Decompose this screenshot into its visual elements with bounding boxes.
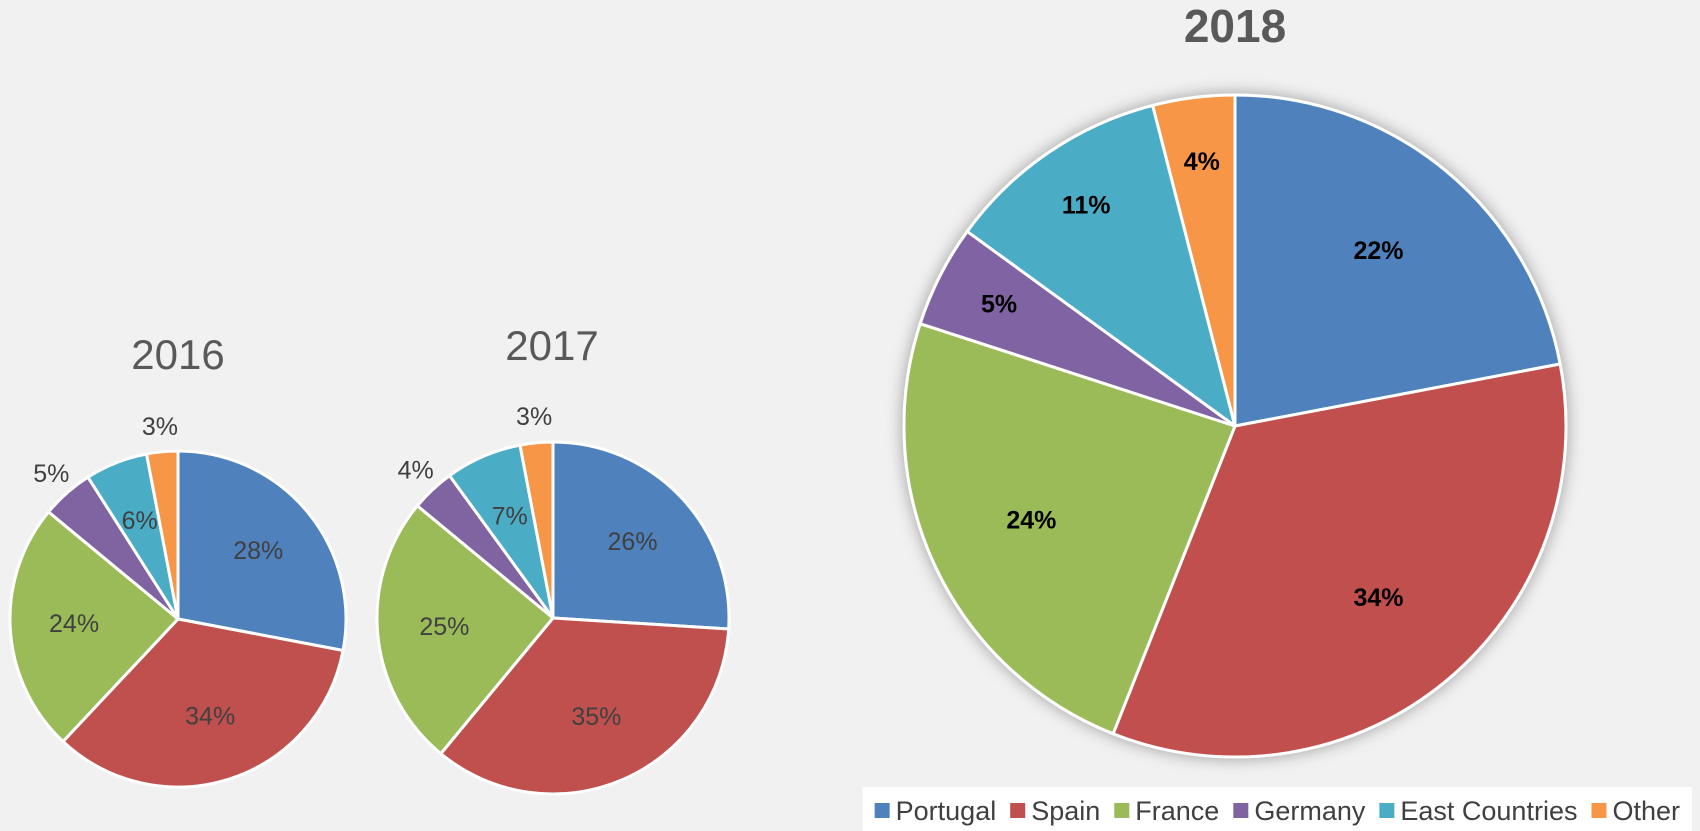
legend-swatch [1114, 803, 1130, 818]
pie-slice [1111, 362, 1568, 759]
pie-slice [1151, 93, 1237, 428]
data-label: 3% [516, 403, 552, 431]
pie-slice [375, 504, 555, 756]
pie-slice [145, 449, 180, 621]
legend-label: Portugal [896, 796, 997, 826]
data-label: 34% [185, 703, 235, 731]
pie-slice [1233, 93, 1562, 428]
data-label: 28% [233, 537, 283, 565]
legend-swatch [874, 803, 890, 818]
chart-title: 2018 [1184, 0, 1286, 52]
data-label: 25% [419, 613, 469, 641]
pie-slice [8, 510, 180, 743]
legend-swatch [1233, 803, 1249, 818]
pie-slice [902, 322, 1237, 736]
data-label: 26% [608, 528, 658, 556]
legend-label: France [1135, 796, 1219, 826]
pie [375, 440, 731, 796]
legend-label: Spain [1031, 796, 1100, 826]
data-label: 24% [49, 610, 99, 638]
data-label: 34% [1353, 584, 1403, 612]
data-label: 3% [142, 413, 178, 441]
data-label: 5% [33, 460, 69, 488]
data-label: 24% [1006, 506, 1056, 534]
pie-slice [965, 103, 1237, 428]
pie-slice [551, 440, 731, 631]
pie-slice [176, 449, 348, 652]
legend-swatch [1010, 803, 1026, 818]
legend-label: Germany [1254, 796, 1366, 826]
data-label: 35% [571, 703, 621, 731]
pie [8, 449, 348, 789]
data-label: 7% [492, 502, 528, 530]
legend-swatch [1379, 803, 1395, 818]
legend-box [862, 787, 1692, 831]
data-label: 11% [1062, 192, 1111, 220]
legend: Portugal Spain France Germany East Countries… [862, 787, 1692, 831]
pie-slice [61, 617, 345, 789]
legend-label: Other [1612, 796, 1680, 826]
pie [902, 93, 1568, 759]
data-label: 4% [1184, 148, 1220, 176]
data-label: 6% [122, 507, 158, 535]
chart-title: 2016 [131, 331, 224, 378]
data-label: 5% [981, 290, 1017, 318]
legend-swatch [1591, 803, 1607, 818]
pie-slice [439, 616, 731, 796]
data-label: 22% [1353, 237, 1403, 265]
legend-label: East Countries [1400, 796, 1577, 826]
chart-title: 2017 [505, 322, 598, 369]
pie-slice [518, 440, 555, 620]
data-label: 4% [398, 456, 434, 484]
